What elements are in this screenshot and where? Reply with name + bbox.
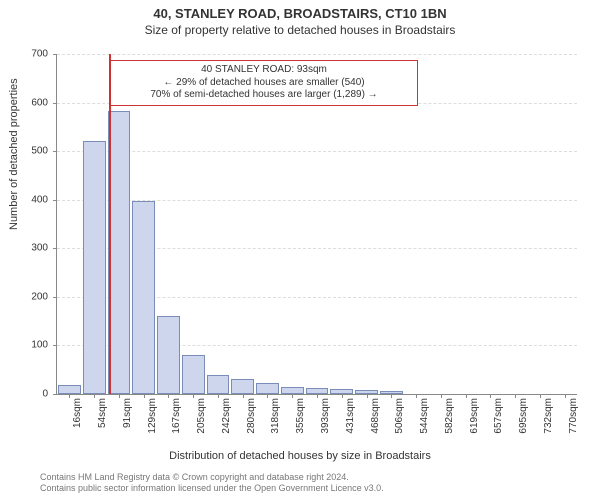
- chart-title: 40, STANLEY ROAD, BROADSTAIRS, CT10 1BN: [0, 0, 600, 21]
- plot-area: 16sqm54sqm91sqm129sqm167sqm205sqm242sqm2…: [56, 54, 576, 414]
- xtick-label: 318sqm: [270, 398, 281, 434]
- xtick-label: 468sqm: [370, 398, 381, 434]
- ytick-mark: [53, 200, 57, 201]
- ytick-label: 700: [0, 49, 48, 60]
- histogram-bar: [58, 385, 81, 394]
- xtick-mark: [193, 394, 194, 398]
- xtick-label: 393sqm: [320, 398, 331, 434]
- histogram-bar: [207, 375, 230, 394]
- xtick-mark: [367, 394, 368, 398]
- histogram-bar: [132, 201, 155, 394]
- xtick-label: 732sqm: [543, 398, 554, 434]
- xtick-mark: [540, 394, 541, 398]
- xtick-mark: [391, 394, 392, 398]
- xtick-mark: [267, 394, 268, 398]
- chart-container: 40, STANLEY ROAD, BROADSTAIRS, CT10 1BN …: [0, 0, 600, 500]
- xtick-mark: [515, 394, 516, 398]
- grid-line: [57, 151, 577, 152]
- histogram-bar: [256, 383, 279, 394]
- ytick-mark: [53, 103, 57, 104]
- ytick-label: 600: [0, 97, 48, 108]
- xtick-mark: [243, 394, 244, 398]
- histogram-bar: [83, 141, 106, 394]
- histogram-bar: [182, 355, 205, 394]
- xtick-mark: [565, 394, 566, 398]
- property-annotation-box: 40 STANLEY ROAD: 93sqm ← 29% of detached…: [110, 60, 418, 106]
- annotation-line-2: ← 29% of detached houses are smaller (54…: [119, 77, 409, 90]
- xtick-label: 695sqm: [518, 398, 529, 434]
- xtick-label: 619sqm: [469, 398, 480, 434]
- xtick-label: 431sqm: [345, 398, 356, 434]
- xtick-mark: [94, 394, 95, 398]
- annotation-line-3: 70% of semi-detached houses are larger (…: [119, 89, 409, 102]
- xtick-label: 242sqm: [221, 398, 232, 434]
- xtick-label: 91sqm: [122, 398, 133, 428]
- xtick-mark: [218, 394, 219, 398]
- xtick-label: 167sqm: [171, 398, 182, 434]
- x-axis-label: Distribution of detached houses by size …: [0, 450, 600, 462]
- chart-subtitle: Size of property relative to detached ho…: [0, 21, 600, 37]
- xtick-label: 16sqm: [72, 398, 83, 428]
- xtick-mark: [317, 394, 318, 398]
- xtick-mark: [69, 394, 70, 398]
- xtick-mark: [144, 394, 145, 398]
- ytick-mark: [53, 151, 57, 152]
- grid-line: [57, 54, 577, 55]
- footer-line-1: Contains HM Land Registry data © Crown c…: [40, 472, 384, 483]
- xtick-mark: [490, 394, 491, 398]
- ytick-label: 400: [0, 194, 48, 205]
- xtick-label: 657sqm: [493, 398, 504, 434]
- xtick-mark: [342, 394, 343, 398]
- xtick-label: 54sqm: [97, 398, 108, 428]
- histogram-bar: [281, 387, 304, 394]
- histogram-bar: [157, 316, 180, 394]
- xtick-mark: [466, 394, 467, 398]
- xtick-mark: [441, 394, 442, 398]
- ytick-label: 300: [0, 243, 48, 254]
- xtick-label: 582sqm: [444, 398, 455, 434]
- ytick-mark: [53, 54, 57, 55]
- ytick-label: 200: [0, 291, 48, 302]
- xtick-label: 355sqm: [295, 398, 306, 434]
- xtick-mark: [168, 394, 169, 398]
- ytick-label: 0: [0, 389, 48, 400]
- ytick-label: 100: [0, 340, 48, 351]
- ytick-mark: [53, 345, 57, 346]
- xtick-label: 544sqm: [419, 398, 430, 434]
- ytick-label: 500: [0, 146, 48, 157]
- footer-attribution: Contains HM Land Registry data © Crown c…: [40, 472, 384, 494]
- xtick-label: 205sqm: [196, 398, 207, 434]
- ytick-mark: [53, 248, 57, 249]
- annotation-line-1: 40 STANLEY ROAD: 93sqm: [119, 64, 409, 77]
- xtick-mark: [292, 394, 293, 398]
- xtick-mark: [416, 394, 417, 398]
- xtick-label: 770sqm: [568, 398, 579, 434]
- xtick-label: 506sqm: [394, 398, 405, 434]
- xtick-label: 280sqm: [246, 398, 257, 434]
- footer-line-2: Contains public sector information licen…: [40, 483, 384, 494]
- ytick-mark: [53, 297, 57, 298]
- xtick-label: 129sqm: [147, 398, 158, 434]
- histogram-bar: [231, 379, 254, 394]
- ytick-mark: [53, 394, 57, 395]
- histogram-bar: [108, 111, 131, 394]
- xtick-mark: [119, 394, 120, 398]
